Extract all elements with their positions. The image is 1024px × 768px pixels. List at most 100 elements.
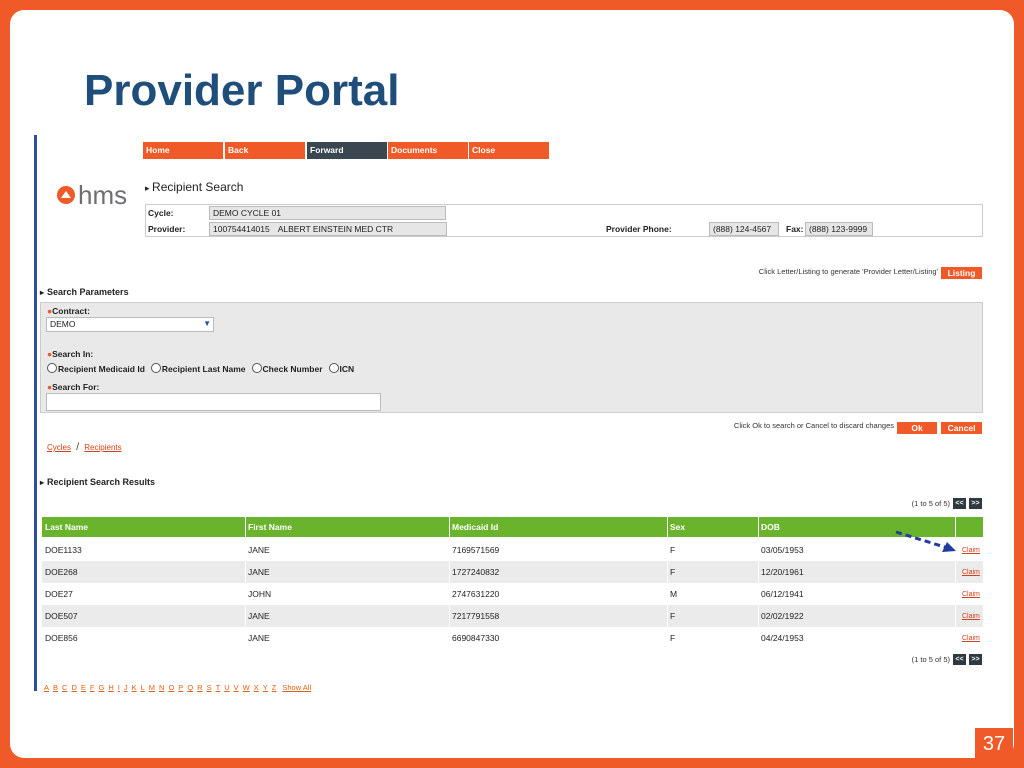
- alphabet-link[interactable]: X: [253, 683, 259, 692]
- column-divider: [667, 517, 668, 537]
- alphabet-link[interactable]: R: [197, 683, 203, 692]
- alphabet-link[interactable]: P: [178, 683, 184, 692]
- claim-link[interactable]: Claim: [962, 569, 980, 576]
- alphabet-link[interactable]: S: [206, 683, 212, 692]
- select-value: DEMO: [50, 319, 76, 329]
- pager-next[interactable]: >>: [969, 498, 982, 509]
- alphabet-link[interactable]: V: [233, 683, 239, 692]
- radio-label: ICN: [339, 364, 355, 374]
- alphabet-link[interactable]: G: [98, 683, 105, 692]
- cell: JANE: [248, 611, 270, 621]
- accent-line: [34, 135, 37, 691]
- breadcrumb: Cycles / Recipients: [47, 442, 122, 453]
- cell: DOE856: [45, 633, 78, 643]
- alphabet-link[interactable]: W: [242, 683, 250, 692]
- logo: hms: [78, 180, 128, 210]
- cell-divider: [955, 561, 956, 583]
- breadcrumb-link[interactable]: Cycles: [47, 443, 72, 452]
- alphabet-link[interactable]: Y: [262, 683, 268, 692]
- claim-link[interactable]: Claim: [962, 547, 980, 554]
- column-divider: [245, 517, 246, 537]
- section-header: Recipient Search Results: [40, 477, 155, 487]
- alphabet-link[interactable]: K: [131, 683, 137, 692]
- breadcrumb-link[interactable]: Recipients: [84, 443, 122, 452]
- cancel-button[interactable]: Cancel: [941, 422, 982, 434]
- cell-divider: [449, 605, 450, 627]
- alphabet-link[interactable]: N: [159, 683, 165, 692]
- claim-link[interactable]: Claim: [962, 591, 980, 598]
- cell: 04/24/1953: [761, 633, 804, 643]
- column-header: First Name: [248, 522, 292, 532]
- cell-divider: [245, 627, 246, 649]
- alphabet-link[interactable]: T: [215, 683, 221, 692]
- cell: DOE268: [45, 567, 78, 577]
- fax-field: (888) 123-9999: [805, 222, 873, 236]
- radio-label: Check Number: [262, 364, 323, 374]
- cell-divider: [758, 561, 759, 583]
- page-number: 37: [975, 728, 1013, 760]
- pager-prev[interactable]: <<: [953, 498, 966, 509]
- pager-next[interactable]: >>: [969, 654, 982, 665]
- alphabet-link[interactable]: U: [224, 683, 230, 692]
- alphabet-link[interactable]: F: [89, 683, 95, 692]
- cell: 6690847330: [452, 633, 500, 643]
- radio-option[interactable]: ICN: [328, 363, 355, 374]
- pager-prev[interactable]: <<: [953, 654, 966, 665]
- cell: F: [670, 633, 676, 643]
- listing-button[interactable]: Listing: [941, 267, 982, 279]
- cell-divider: [449, 583, 450, 605]
- alphabet-link[interactable]: D: [71, 683, 77, 692]
- alphabet-link[interactable]: E: [80, 683, 86, 692]
- radio-group: Recipient Medicaid Id Recipient Last Name…: [47, 363, 360, 374]
- alphabet-link[interactable]: B: [53, 683, 59, 692]
- table-row: [42, 605, 983, 627]
- cell: JANE: [248, 633, 270, 643]
- nav-item[interactable]: Close: [469, 142, 549, 159]
- radio-circle: [328, 363, 339, 373]
- provider-id: 100754414015: [213, 224, 270, 234]
- claim-link[interactable]: Claim: [962, 635, 980, 642]
- radio-option[interactable]: Recipient Last Name: [150, 363, 246, 374]
- alphabet-link[interactable]: Q: [187, 683, 194, 692]
- cell-divider: [758, 627, 759, 649]
- cell-divider: [758, 605, 759, 627]
- alphabet-link[interactable]: M: [148, 683, 156, 692]
- table-header: [42, 517, 983, 537]
- radio-circle: [251, 363, 262, 373]
- alphabet-link[interactable]: A: [44, 683, 50, 692]
- section-title-text: Recipient Search: [152, 180, 244, 194]
- claim-link[interactable]: Claim: [962, 613, 980, 620]
- provider-name: ALBERT EINSTEIN MED CTR: [277, 224, 394, 234]
- cell-divider: [955, 583, 956, 605]
- cell: F: [670, 611, 676, 621]
- search-input[interactable]: [46, 393, 381, 411]
- cell-divider: [245, 539, 246, 561]
- nav-item[interactable]: Forward: [307, 142, 387, 159]
- cell: 02/02/1922: [761, 611, 804, 621]
- radio-option[interactable]: Check Number: [251, 363, 323, 374]
- alphabet-link[interactable]: J: [123, 683, 128, 692]
- alphabet-link[interactable]: C: [62, 683, 68, 692]
- nav-item[interactable]: Back: [225, 142, 305, 159]
- radio-option[interactable]: Recipient Medicaid Id: [47, 363, 145, 374]
- cell: F: [670, 567, 676, 577]
- cycle-field: DEMO CYCLE 01: [209, 206, 446, 220]
- alphabet-link[interactable]: I: [117, 683, 120, 692]
- nav-item[interactable]: Documents: [388, 142, 468, 159]
- logo-icon: [57, 186, 75, 204]
- nav-item[interactable]: Home: [143, 142, 223, 159]
- alphabet-link[interactable]: L: [140, 683, 145, 692]
- contract-select[interactable]: DEMO ▼: [46, 317, 214, 332]
- cell: DOE507: [45, 611, 78, 621]
- alphabet-link[interactable]: H: [108, 683, 114, 692]
- label: Cycle:: [148, 208, 174, 218]
- alphabet-link[interactable]: Z: [271, 683, 277, 692]
- provider-field: 100754414015 ALBERT EINSTEIN MED CTR: [209, 222, 447, 236]
- cell: JANE: [248, 545, 270, 555]
- cell: 7217791558: [452, 611, 500, 621]
- cell-divider: [449, 561, 450, 583]
- label-text: Search In:: [52, 349, 94, 359]
- alphabet-link[interactable]: Show All: [282, 683, 312, 692]
- ok-button[interactable]: Ok: [897, 422, 937, 434]
- alphabet-link[interactable]: O: [168, 683, 175, 692]
